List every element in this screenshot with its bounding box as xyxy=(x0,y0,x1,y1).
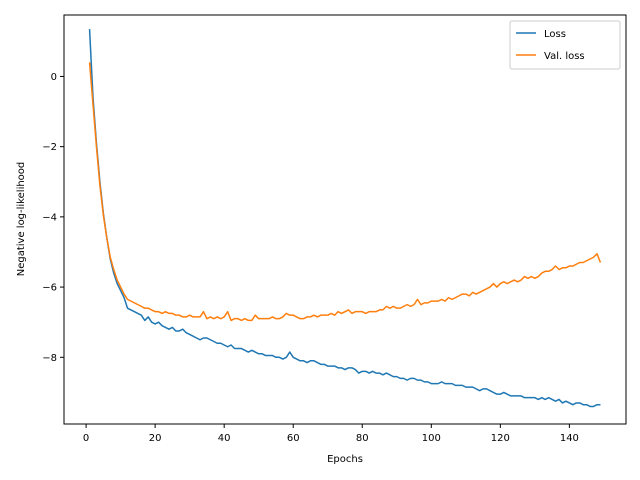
x-tick-label: 20 xyxy=(149,433,162,444)
y-tick-label: −6 xyxy=(42,283,57,294)
x-tick-label: 40 xyxy=(218,433,231,444)
y-axis-label: Negative log-likelihood xyxy=(16,162,27,277)
x-tick-label: 80 xyxy=(356,433,369,444)
y-tick-label: −4 xyxy=(42,212,57,223)
x-axis-ticks: 0 20 40 60 80 100 120 140 xyxy=(83,424,579,444)
y-tick-label: −8 xyxy=(42,353,57,364)
x-tick-label: 120 xyxy=(491,433,510,444)
y-tick-label: −2 xyxy=(42,142,57,153)
plot-frame xyxy=(63,14,627,425)
series-line-val-loss xyxy=(88,62,602,322)
y-axis-ticks: 0 −2 −4 −6 −8 xyxy=(42,72,64,364)
y-tick-label: 0 xyxy=(51,72,57,83)
x-tick-label: 140 xyxy=(560,433,579,444)
series-line-loss xyxy=(88,29,601,408)
x-axis-label: Epochs xyxy=(327,454,363,465)
x-tick-label: 60 xyxy=(287,433,300,444)
x-tick-label: 0 xyxy=(83,433,89,444)
legend: Loss Val. loss xyxy=(509,20,621,70)
legend-label-val-loss: Val. loss xyxy=(544,51,585,62)
legend-box xyxy=(509,20,621,70)
series-layer xyxy=(88,29,602,408)
x-tick-label: 100 xyxy=(422,433,441,444)
plot-background xyxy=(64,15,626,424)
legend-label-loss: Loss xyxy=(544,29,566,40)
